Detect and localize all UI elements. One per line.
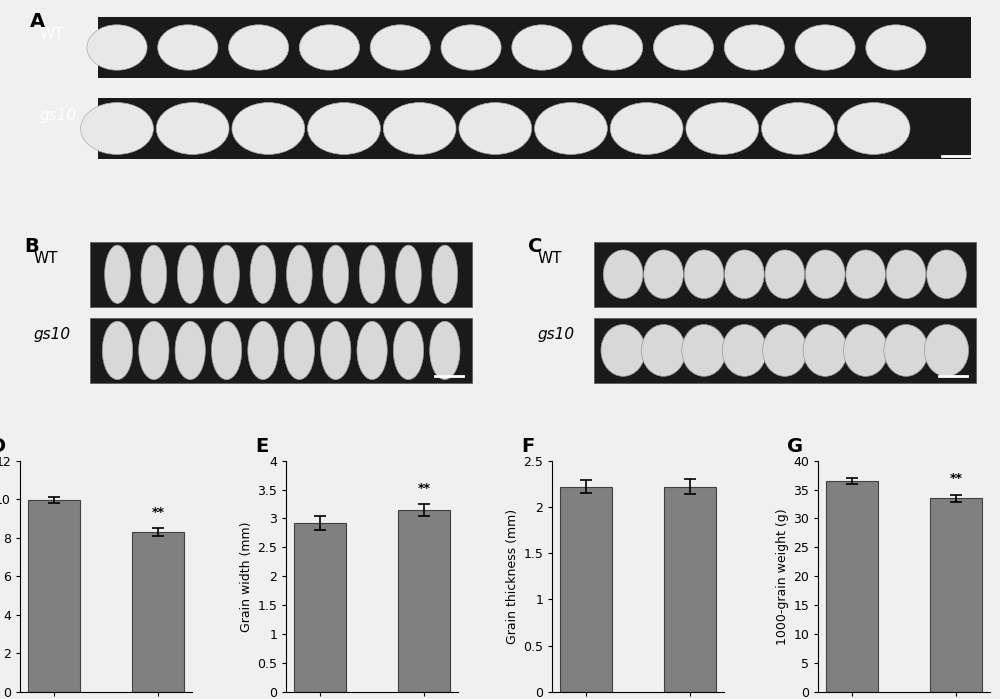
Ellipse shape — [722, 324, 767, 376]
Ellipse shape — [156, 103, 229, 154]
Ellipse shape — [682, 324, 726, 376]
Ellipse shape — [843, 324, 888, 376]
Ellipse shape — [684, 250, 724, 298]
Ellipse shape — [512, 24, 572, 70]
Text: **: ** — [151, 506, 164, 519]
Ellipse shape — [229, 24, 289, 70]
Ellipse shape — [321, 322, 351, 380]
Ellipse shape — [653, 24, 714, 70]
Y-axis label: Grain width (mm): Grain width (mm) — [240, 521, 253, 632]
Ellipse shape — [927, 250, 966, 298]
Bar — [132, 532, 184, 692]
Text: A: A — [30, 12, 45, 31]
Ellipse shape — [686, 103, 759, 154]
Text: gs10: gs10 — [538, 326, 575, 342]
Text: C: C — [528, 237, 543, 256]
Ellipse shape — [323, 245, 349, 303]
Ellipse shape — [644, 250, 683, 298]
Ellipse shape — [308, 103, 380, 154]
Bar — [98, 17, 971, 78]
Ellipse shape — [641, 324, 686, 376]
Ellipse shape — [866, 24, 926, 70]
Text: B: B — [25, 237, 39, 256]
Bar — [664, 487, 716, 692]
Ellipse shape — [250, 245, 276, 303]
Ellipse shape — [430, 322, 460, 380]
Bar — [90, 242, 472, 307]
Ellipse shape — [248, 322, 278, 380]
Bar — [594, 242, 976, 307]
Ellipse shape — [393, 322, 424, 380]
Text: gs10: gs10 — [39, 108, 77, 123]
Ellipse shape — [299, 24, 359, 70]
Ellipse shape — [724, 24, 784, 70]
Ellipse shape — [610, 103, 683, 154]
Ellipse shape — [177, 245, 203, 303]
Text: **: ** — [417, 482, 430, 495]
Bar — [98, 98, 971, 159]
Bar — [930, 498, 982, 692]
Text: WT: WT — [538, 250, 562, 266]
Text: WT: WT — [34, 250, 58, 266]
Ellipse shape — [287, 245, 312, 303]
Ellipse shape — [459, 103, 532, 154]
Ellipse shape — [763, 324, 807, 376]
Ellipse shape — [175, 322, 205, 380]
Ellipse shape — [583, 24, 643, 70]
Ellipse shape — [396, 245, 421, 303]
Text: G: G — [787, 437, 804, 456]
Text: **: ** — [950, 473, 963, 486]
Text: WT: WT — [39, 27, 64, 42]
Bar — [594, 318, 976, 383]
Y-axis label: 1000-grain weight (g): 1000-grain weight (g) — [776, 508, 789, 644]
Text: D: D — [0, 437, 5, 456]
Ellipse shape — [81, 103, 153, 154]
Text: gs10: gs10 — [34, 326, 71, 342]
Ellipse shape — [211, 322, 242, 380]
Text: E: E — [255, 437, 268, 456]
Ellipse shape — [765, 250, 805, 298]
Ellipse shape — [214, 245, 239, 303]
Ellipse shape — [139, 322, 169, 380]
Ellipse shape — [383, 103, 456, 154]
Ellipse shape — [87, 24, 147, 70]
Ellipse shape — [884, 324, 928, 376]
Bar — [294, 523, 346, 692]
Ellipse shape — [601, 324, 645, 376]
Ellipse shape — [232, 103, 305, 154]
Ellipse shape — [795, 24, 855, 70]
Ellipse shape — [762, 103, 834, 154]
Ellipse shape — [603, 250, 643, 298]
Bar — [560, 487, 612, 692]
Bar — [398, 510, 450, 692]
Ellipse shape — [803, 324, 847, 376]
Bar — [90, 318, 472, 383]
Y-axis label: Grain thickness (mm): Grain thickness (mm) — [506, 509, 519, 644]
Bar — [826, 481, 878, 692]
Ellipse shape — [725, 250, 764, 298]
Ellipse shape — [105, 245, 130, 303]
Ellipse shape — [837, 103, 910, 154]
Ellipse shape — [158, 24, 218, 70]
Ellipse shape — [432, 245, 458, 303]
Ellipse shape — [370, 24, 430, 70]
Ellipse shape — [886, 250, 926, 298]
Ellipse shape — [535, 103, 607, 154]
Ellipse shape — [924, 324, 969, 376]
Bar — [28, 500, 80, 692]
Ellipse shape — [102, 322, 133, 380]
Ellipse shape — [141, 245, 167, 303]
Ellipse shape — [284, 322, 314, 380]
Ellipse shape — [357, 322, 387, 380]
Ellipse shape — [846, 250, 885, 298]
Text: F: F — [521, 437, 535, 456]
Ellipse shape — [359, 245, 385, 303]
Ellipse shape — [441, 24, 501, 70]
Ellipse shape — [805, 250, 845, 298]
